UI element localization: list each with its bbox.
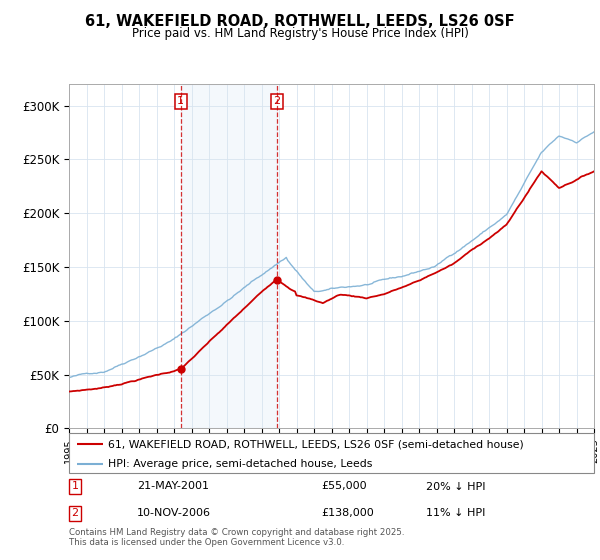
Text: 2: 2: [71, 508, 79, 518]
Text: Price paid vs. HM Land Registry's House Price Index (HPI): Price paid vs. HM Land Registry's House …: [131, 27, 469, 40]
Text: Contains HM Land Registry data © Crown copyright and database right 2025.
This d: Contains HM Land Registry data © Crown c…: [69, 528, 404, 547]
Text: 20% ↓ HPI: 20% ↓ HPI: [426, 482, 485, 492]
Text: £138,000: £138,000: [321, 508, 374, 518]
Text: 2: 2: [273, 96, 280, 106]
Text: 1: 1: [71, 482, 79, 492]
Bar: [181, 84, 277, 428]
Text: 1: 1: [177, 96, 184, 106]
Text: 61, WAKEFIELD ROAD, ROTHWELL, LEEDS, LS26 0SF: 61, WAKEFIELD ROAD, ROTHWELL, LEEDS, LS2…: [85, 14, 515, 29]
Text: 10-NOV-2006: 10-NOV-2006: [137, 508, 211, 518]
Text: HPI: Average price, semi-detached house, Leeds: HPI: Average price, semi-detached house,…: [109, 459, 373, 469]
Text: 21-MAY-2001: 21-MAY-2001: [137, 482, 209, 492]
Text: 11% ↓ HPI: 11% ↓ HPI: [426, 508, 485, 518]
Text: 61, WAKEFIELD ROAD, ROTHWELL, LEEDS, LS26 0SF (semi-detached house): 61, WAKEFIELD ROAD, ROTHWELL, LEEDS, LS2…: [109, 439, 524, 449]
FancyBboxPatch shape: [69, 433, 594, 473]
Text: £55,000: £55,000: [321, 482, 367, 492]
